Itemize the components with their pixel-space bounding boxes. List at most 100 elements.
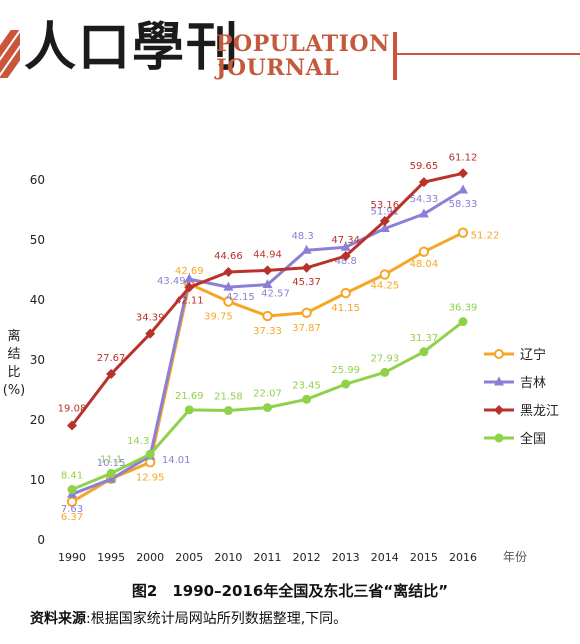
data-label: 27.67 [97,353,126,364]
data-point [223,406,233,416]
data-point [223,267,234,278]
data-label: 41.15 [331,303,360,314]
data-point [341,379,351,389]
data-label: 10.15 [97,458,126,469]
data-point [418,208,429,218]
x-tick-label: 2000 [136,551,164,564]
data-point [458,317,468,327]
data-point [184,273,195,283]
logo-en-line1: POPULATION [216,31,390,57]
journal-logo-cn: 人口學刊 [24,17,241,78]
data-label: 53.16 [370,200,399,211]
data-point [418,246,430,257]
data-point [301,307,312,318]
data-point [145,449,155,459]
data-label: 47.34 [331,235,360,246]
data-source-note: 资料来源:根据国家统计局网站所列数据整理,下同。 [30,608,347,628]
data-point [458,184,468,194]
x-tick-label: 2013 [332,551,360,564]
data-point [262,279,273,289]
data-label: 14.3 [127,436,149,447]
data-label: 25.99 [331,365,360,376]
data-label: 54.33 [410,194,439,205]
data-point [301,244,312,254]
series-黑龙江: 19.08 27.67 34.39 42.11 44.66 44.94 45.37 47.34… [58,152,477,431]
data-point [262,310,273,322]
chart-axes: 0 10 20 30 40 50 60 1990 1995 2000 2005 2010 2011 201… [3,173,527,564]
data-point [340,287,351,299]
logo-divider [393,32,397,80]
data-label: 19.08 [58,404,87,415]
data-label: 51.22 [471,231,500,242]
y-tick-label: 40 [30,293,45,307]
data-label: 8.41 [61,471,83,482]
legend-marker [494,405,504,415]
data-label: 44.25 [370,281,399,292]
data-label: 21.69 [175,391,204,402]
data-label: 34.39 [136,313,165,324]
legend-label: 吉林 [520,376,546,391]
y-tick-label: 10 [30,473,45,487]
data-label: 59.65 [410,161,439,172]
data-label: 27.93 [370,353,399,364]
data-point [379,223,390,233]
data-label: 6.37 [61,512,83,523]
data-point [106,368,117,379]
y-axis-label: 比 [7,365,20,380]
y-tick-label: 20 [30,413,45,427]
data-label: 48.3 [291,231,313,242]
legend-label: 黑龙江 [520,404,559,419]
data-point [184,282,195,293]
data-label: 42.69 [175,266,204,277]
legend-item: 全国 [484,431,546,447]
series-全国: 8.41 11.1 14.3 21.69 21.58 22.07 23.45 25.99 27.… [61,303,477,495]
data-point [419,347,429,357]
data-label: 44.94 [253,249,282,260]
y-tick-label: 60 [30,173,45,187]
data-point [106,473,117,483]
legend-item: 吉林 [484,376,546,391]
data-point [263,403,272,413]
data-source-label: 资料来源 [30,611,86,627]
data-label: 42.15 [226,292,255,303]
figure-caption: 图2 1990–2016年全国及东北三省“离结比” [131,582,449,600]
y-axis-label: 离 [7,328,20,344]
y-axis-label: 结 [7,347,20,362]
data-point [184,405,194,415]
legend-label: 全国 [520,431,546,447]
x-tick-label: 1990 [58,551,86,564]
data-label: 31.37 [410,333,439,344]
data-label: 37.33 [253,326,282,337]
data-point [379,216,390,227]
x-tick-label: 2012 [293,551,321,564]
data-point [457,227,469,238]
data-label: 45.37 [292,277,321,288]
data-point [380,367,390,377]
data-label: 44.66 [214,251,243,262]
data-label: 39.75 [204,312,233,323]
data-point [418,177,429,188]
data-label: 7.63 [61,504,83,515]
data-label: 43.49 [157,276,186,287]
data-point [301,262,312,273]
data-label: 42.57 [261,289,290,300]
data-label: 12.95 [136,472,165,483]
data-label: 22.07 [253,389,282,400]
data-label: 48.8 [335,256,357,267]
legend-marker [494,376,504,386]
data-label: 14.01 [162,455,191,466]
data-label: 11.1 [100,454,122,465]
data-point [379,269,390,280]
x-tick-label: 2010 [214,551,242,564]
data-label: 42.11 [175,295,204,306]
legend-item: 辽宁 [484,347,546,363]
y-axis-label: (%) [3,383,26,398]
x-tick-label: 2015 [410,551,438,564]
x-tick-label: 2005 [175,551,203,564]
data-label: 21.58 [214,392,243,403]
data-label: 51.91 [370,207,399,218]
data-source-text: :根据国家统计局网站所列数据整理,下同。 [86,611,348,627]
series-line [71,188,464,496]
legend-label: 辽宁 [520,347,546,363]
